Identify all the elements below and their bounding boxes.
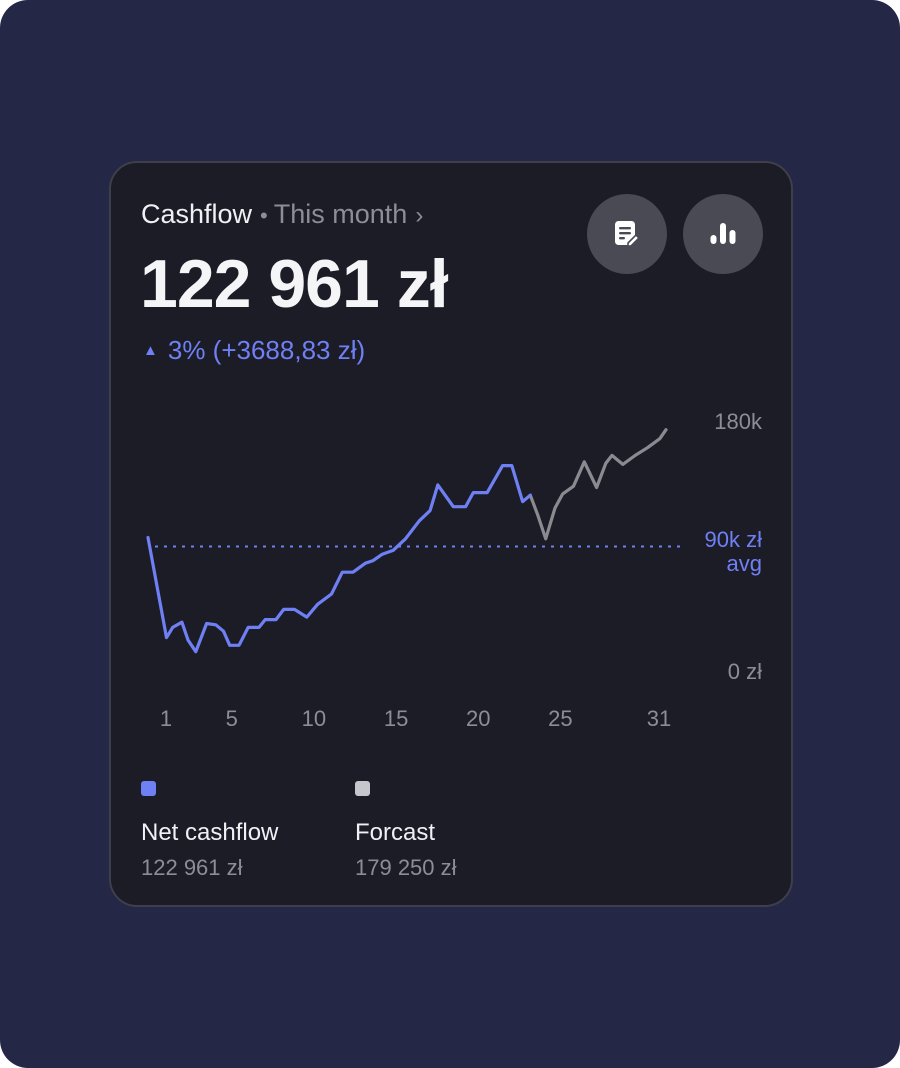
header-separator: • bbox=[260, 203, 268, 228]
series-line-net-cashflow bbox=[146, 464, 532, 654]
x-tick-label: 10 bbox=[302, 706, 326, 731]
cashflow-chart: 180k 0 zł 90k zł avg 1 5 10 15 20 25 31 bbox=[146, 409, 763, 731]
legend-name: Forcast bbox=[355, 819, 436, 846]
bar-chart-icon bbox=[710, 223, 736, 244]
x-tick-label: 1 bbox=[160, 706, 172, 731]
chevron-right-icon[interactable]: › bbox=[415, 202, 424, 229]
legend-name: Net cashflow bbox=[141, 819, 279, 846]
chart-button[interactable] bbox=[683, 194, 763, 274]
arrow-up-icon: ▲ bbox=[143, 342, 158, 359]
change-text: 3% (+3688,83 zł) bbox=[167, 335, 366, 365]
legend-net-cashflow: Net cashflow 122 961 zł bbox=[141, 781, 278, 882]
series-line-forecast bbox=[528, 428, 668, 541]
card-title: Cashflow bbox=[141, 199, 253, 229]
cashflow-total: 122 961 zł bbox=[140, 246, 449, 322]
y-tick-label: 0 zł bbox=[728, 659, 762, 684]
cashflow-card: Cashflow • This month › 122 961 zł ▲ 3% (+36… bbox=[109, 161, 793, 907]
report-button[interactable] bbox=[587, 194, 667, 274]
card-header[interactable]: Cashflow • This month › bbox=[141, 197, 423, 233]
report-icon bbox=[615, 221, 640, 247]
x-tick-label: 15 bbox=[384, 706, 408, 731]
period-selector[interactable]: This month bbox=[273, 199, 408, 229]
legend-swatch bbox=[141, 781, 156, 796]
x-tick-label: 20 bbox=[466, 706, 490, 731]
x-tick-label: 25 bbox=[548, 706, 572, 731]
legend-swatch bbox=[355, 781, 370, 796]
avg-label: 90k zł bbox=[705, 527, 763, 552]
x-tick-label: 31 bbox=[647, 706, 671, 731]
change-indicator: ▲ 3% (+3688,83 zł) bbox=[143, 333, 365, 368]
y-tick-label: 180k bbox=[714, 409, 763, 434]
x-tick-label: 5 bbox=[226, 706, 238, 731]
avg-label-caption: avg bbox=[727, 551, 762, 576]
legend-value: 122 961 zł bbox=[141, 855, 243, 880]
legend-forecast: Forcast 179 250 zł bbox=[355, 781, 457, 882]
legend-value: 179 250 zł bbox=[355, 855, 457, 880]
